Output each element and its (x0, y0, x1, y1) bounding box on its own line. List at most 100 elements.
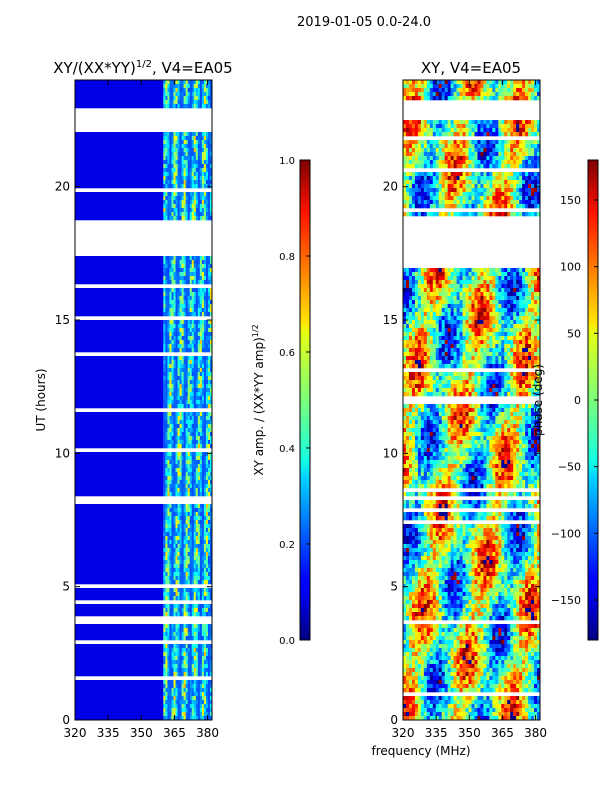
heatmap-cell (191, 320, 195, 325)
heatmap-cell (432, 276, 437, 281)
heatmap-cell (201, 100, 205, 105)
heatmap-cell (165, 164, 168, 169)
heatmap-cell (513, 296, 517, 301)
heatmap-cell (447, 188, 451, 193)
heatmap-cell (450, 300, 454, 305)
heatmap-cell (495, 160, 499, 165)
heatmap-cell (495, 284, 499, 289)
heatmap-cell (205, 488, 209, 493)
heatmap-cell (169, 556, 172, 561)
heatmap-cell (163, 460, 166, 465)
heatmap-cell (179, 360, 182, 365)
heatmap-cell (171, 452, 174, 457)
heatmap-cell (531, 148, 535, 153)
heatmap-cell (163, 96, 166, 101)
heatmap-cell (531, 284, 535, 289)
heatmap-cell (199, 396, 203, 401)
heatmap-cell (519, 88, 523, 93)
heatmap-cell (534, 84, 538, 89)
heatmap-cell (195, 548, 199, 553)
heatmap-cell (165, 100, 168, 105)
heatmap-cell (183, 212, 186, 217)
heatmap-cell (197, 572, 201, 577)
heatmap-cell (179, 152, 182, 157)
heatmap-cell (163, 92, 166, 97)
heatmap-cell (173, 208, 176, 213)
heatmap-cell (438, 280, 443, 285)
heatmap-cell (209, 288, 212, 293)
heatmap-cell (187, 180, 191, 185)
heatmap-cell (199, 344, 203, 349)
heatmap-cell (507, 284, 511, 289)
heatmap-cell (167, 384, 170, 389)
heatmap-cell (201, 264, 205, 269)
heatmap-cell (201, 140, 205, 145)
heatmap-cell (447, 300, 451, 305)
heatmap-cell (181, 440, 184, 445)
heatmap-cell (525, 128, 529, 133)
heatmap-cell (510, 196, 514, 201)
heatmap-cell (516, 128, 520, 133)
heatmap-cell (75, 268, 164, 273)
heatmap-cell (185, 172, 188, 177)
heatmap-cell (525, 276, 529, 281)
heatmap-cell (531, 304, 535, 309)
heatmap-cell (167, 708, 170, 713)
heatmap-cell (417, 280, 422, 285)
heatmap-cell (441, 284, 445, 289)
heatmap-cell (426, 268, 431, 273)
heatmap-cell (201, 460, 205, 465)
heatmap-cell (189, 100, 193, 105)
heatmap-cell (453, 172, 457, 177)
heatmap-cell (465, 176, 469, 181)
heatmap-cell (181, 700, 184, 705)
heatmap-cell (438, 120, 443, 125)
heatmap-cell (525, 268, 529, 273)
heatmap-cell (179, 400, 182, 405)
heatmap-cell (197, 652, 201, 657)
heatmap-cell (183, 648, 186, 653)
heatmap-cell (471, 152, 475, 157)
heatmap-cell (207, 612, 211, 617)
heatmap-cell (199, 216, 203, 221)
heatmap-cell (483, 268, 487, 273)
heatmap-cell (169, 528, 172, 533)
heatmap-cell (185, 212, 188, 217)
heatmap-cell (209, 404, 212, 409)
heatmap-cell (193, 512, 197, 517)
heatmap-cell (199, 208, 203, 213)
heatmap-cell (193, 340, 197, 345)
heatmap-cell (504, 156, 508, 161)
heatmap-cell (537, 144, 540, 149)
heatmap-cell (537, 196, 540, 201)
heatmap-cell (209, 588, 212, 593)
heatmap-cell (75, 464, 164, 469)
heatmap-cell (207, 276, 211, 281)
heatmap-cell (489, 300, 493, 305)
heatmap-cell (165, 628, 168, 633)
heatmap-cell (207, 428, 211, 433)
heatmap-cell (453, 184, 457, 189)
heatmap-cell (414, 200, 419, 205)
heatmap-cell (205, 96, 209, 101)
heatmap-cell (197, 536, 201, 541)
heatmap-cell (167, 140, 170, 145)
heatmap-cell (185, 632, 188, 637)
heatmap-cell (205, 656, 209, 661)
heatmap-cell (177, 684, 180, 689)
heatmap-cell (75, 260, 164, 265)
heatmap-cell (173, 412, 176, 417)
heatmap-cell (179, 268, 182, 273)
heatmap-cell (201, 604, 205, 609)
heatmap-cell (189, 464, 193, 469)
heatmap-cell (195, 96, 199, 101)
heatmap-cell (441, 80, 445, 85)
heatmap-cell (507, 288, 511, 293)
heatmap-cell (197, 192, 201, 197)
heatmap-cell (453, 164, 457, 169)
heatmap-cell (474, 212, 478, 217)
heatmap-cell (75, 624, 164, 629)
heatmap-cell (456, 188, 460, 193)
heatmap-cell (195, 644, 199, 649)
heatmap-cell (501, 132, 505, 137)
